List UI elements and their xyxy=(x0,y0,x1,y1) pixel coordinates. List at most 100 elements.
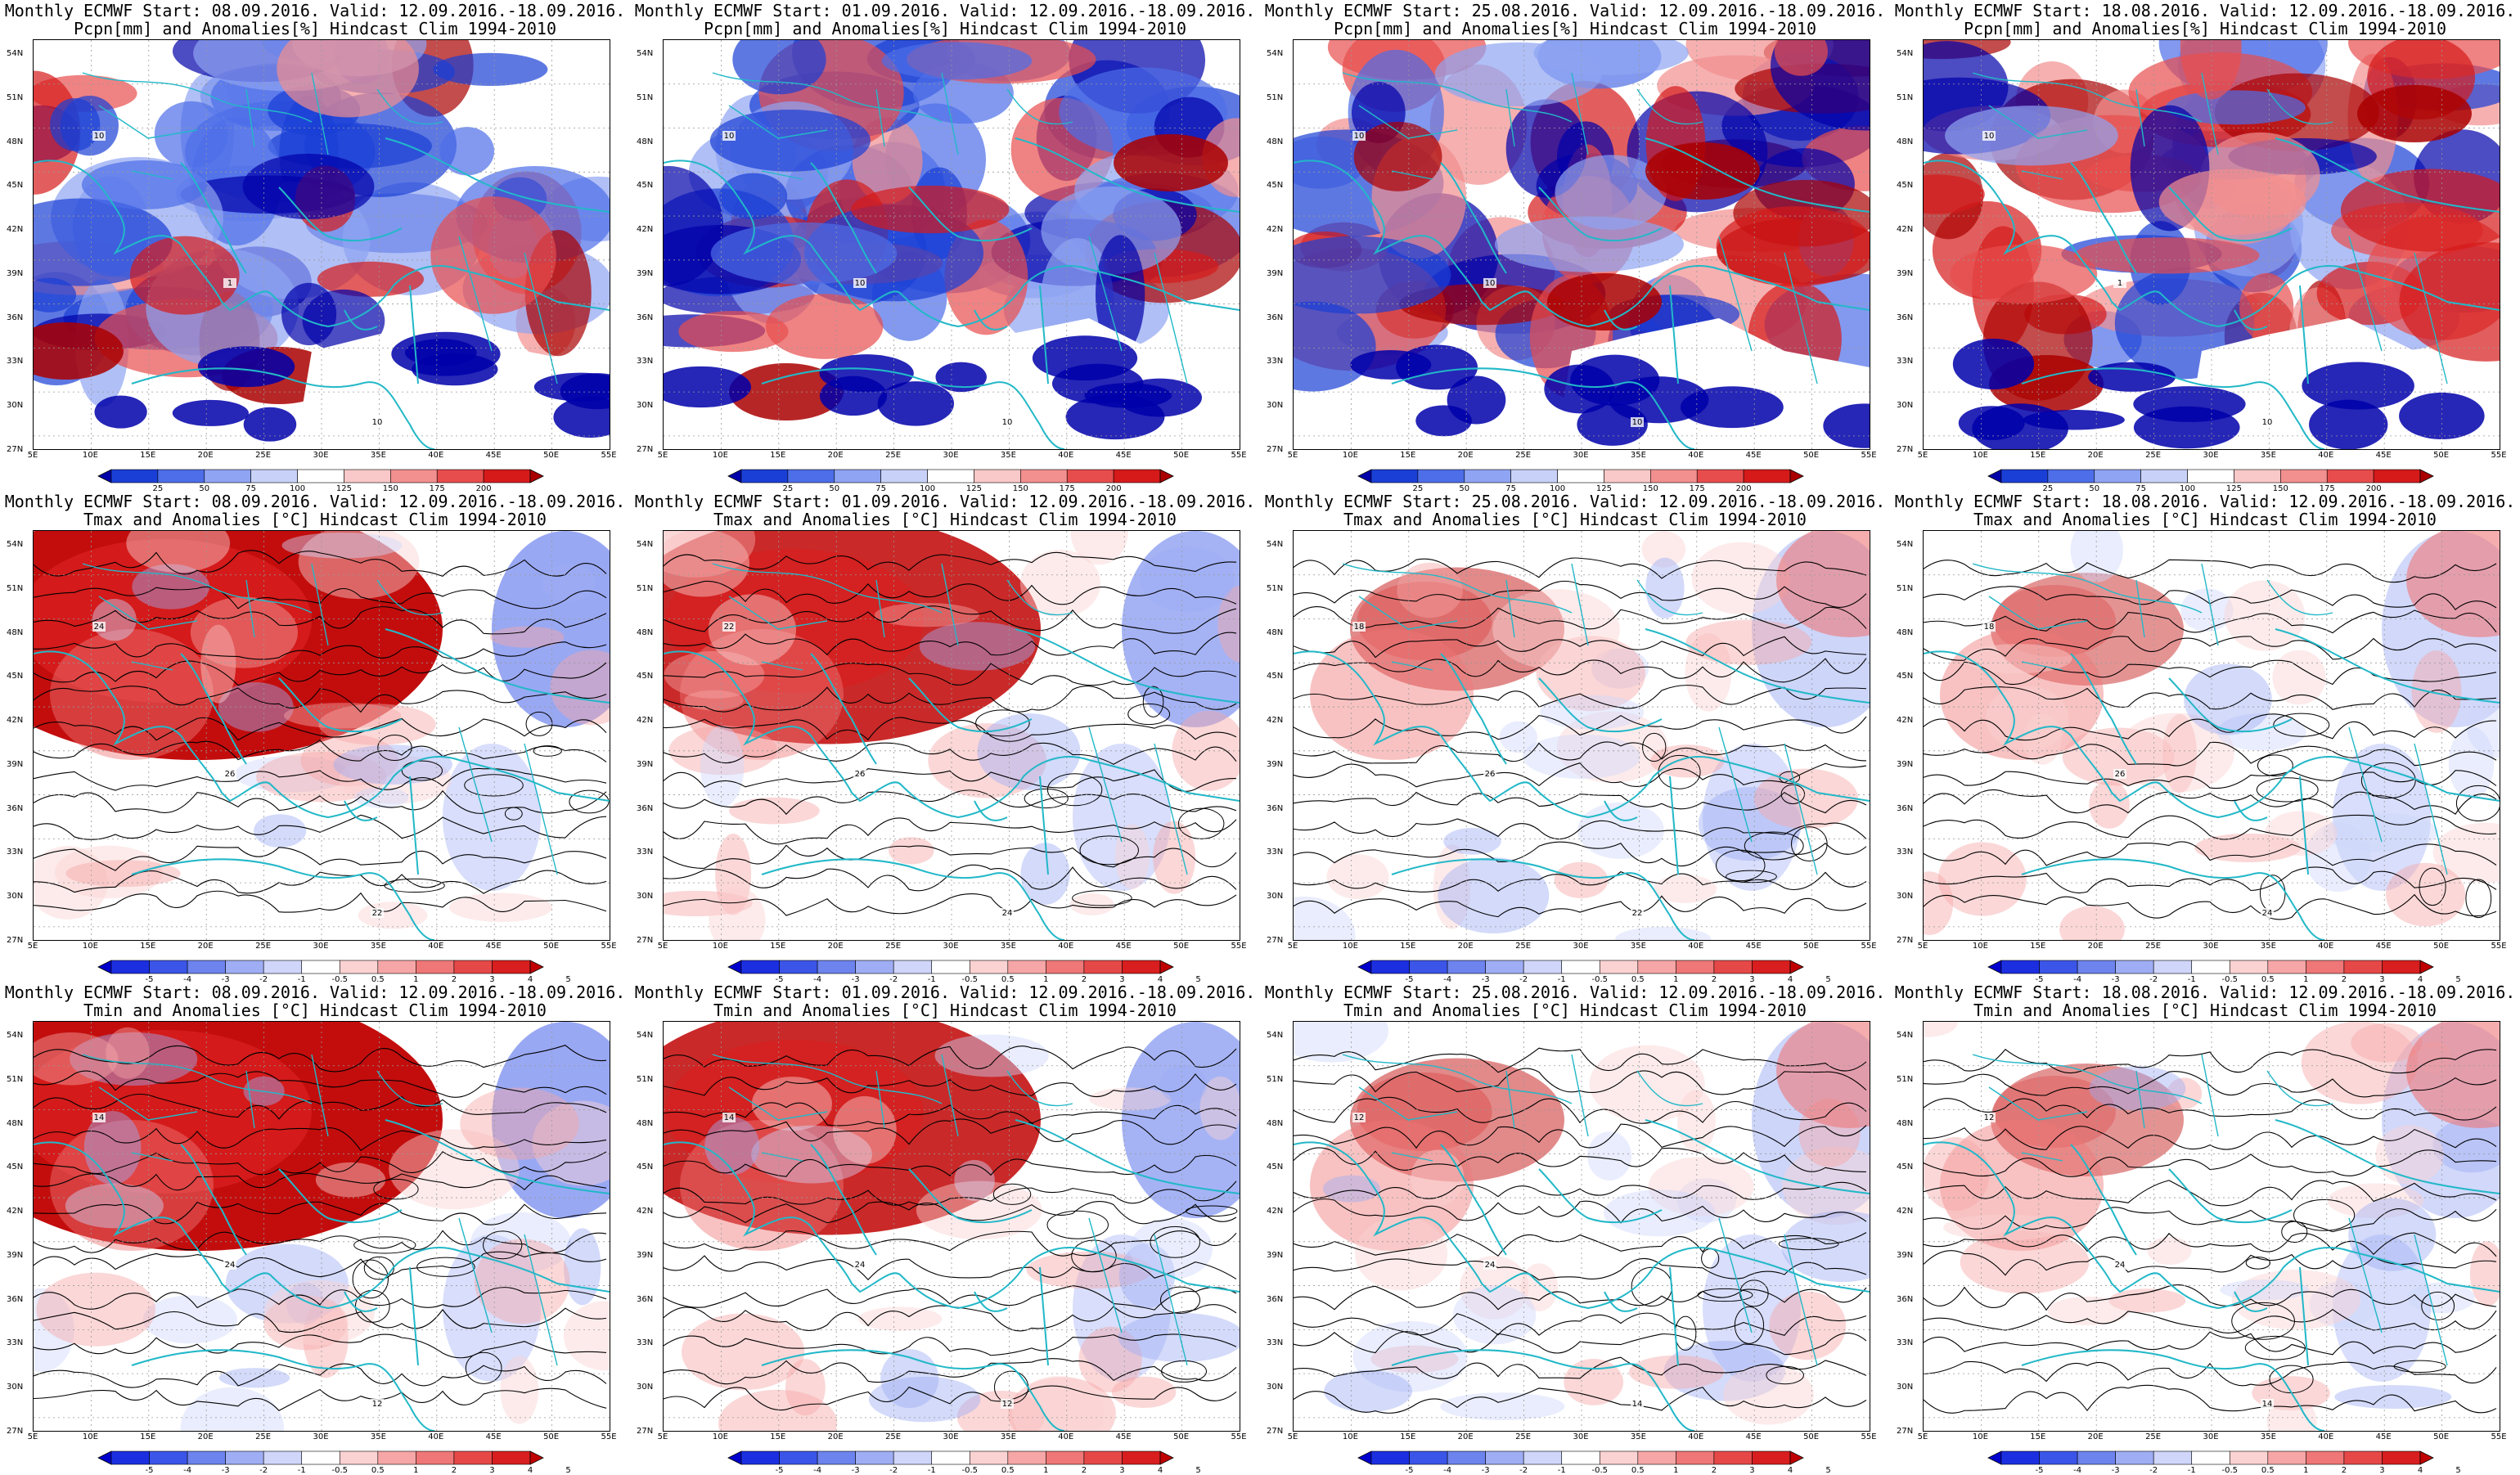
anomaly-area xyxy=(448,893,553,922)
contour-label: 14 xyxy=(724,1113,735,1122)
colorbar-tick-label: 3 xyxy=(1749,1466,1755,1475)
panel-title: Monthly ECMWF Start: 01.09.2016. Valid: … xyxy=(634,1,1256,20)
colorbar-tick-label: -1 xyxy=(927,1466,936,1475)
longitude-label: 10E xyxy=(712,1432,728,1441)
longitude-label: 30E xyxy=(1573,451,1589,460)
latitude-label: 30N xyxy=(1897,892,1914,902)
contour-label: 10 xyxy=(1354,132,1365,141)
colorbar-tick-label: 2 xyxy=(451,975,457,984)
longitude-label: 5E xyxy=(657,942,668,951)
warm-anomaly-area xyxy=(1993,1076,2116,1148)
warm-anomaly-area xyxy=(2406,531,2500,637)
precip-anomaly-area xyxy=(1544,364,1615,414)
map-plot: 10 10 1 xyxy=(1923,39,2500,450)
colorbar-tick-label: 2 xyxy=(2341,1466,2347,1475)
latitude-label: 42N xyxy=(1267,225,1284,235)
longitude-label: 20E xyxy=(827,942,844,951)
colorbar-tick-label: -2 xyxy=(259,1466,268,1475)
anomaly-area xyxy=(1443,828,1501,855)
colorbar-min-arrow xyxy=(727,1450,742,1465)
anomaly-area xyxy=(1440,1392,1565,1420)
colorbar-segment xyxy=(1007,960,1046,974)
longitude-label: 20E xyxy=(1457,1432,1474,1441)
colorbar-segment xyxy=(2229,1450,2269,1465)
anomaly-area xyxy=(1153,821,1196,894)
longitude-label: 40E xyxy=(428,1432,444,1441)
colorbar-tick-label: 175 xyxy=(1689,484,1705,493)
colorbar-tick-label: 5 xyxy=(1825,975,1831,984)
colorbar-segment xyxy=(492,1450,531,1465)
colorbar-tick-label: 1 xyxy=(1673,1466,1679,1475)
anomaly-area xyxy=(254,814,307,848)
latitude-label: 45N xyxy=(1267,181,1284,191)
colorbar-tick-label: 1 xyxy=(1043,975,1049,984)
colorbar-tick-label: 75 xyxy=(245,484,257,493)
anomaly-area xyxy=(70,1032,198,1086)
longitude-label: 30E xyxy=(943,1432,959,1441)
longitude-label: 25E xyxy=(885,451,902,460)
longitude-label: 5E xyxy=(1917,1432,1928,1441)
map-panel-p13: Monthly ECMWF Start: 18.08.2016. Valid: … xyxy=(1890,491,2520,984)
warm-anomaly-area xyxy=(1310,629,1474,760)
longitude-label: 20E xyxy=(827,451,844,460)
anomaly-area xyxy=(2059,906,2125,940)
contour-label: 26 xyxy=(2115,770,2126,779)
precip-anomaly-area xyxy=(1434,42,1602,107)
colorbar-tick-label: 200 xyxy=(1735,484,1752,493)
anomaly-area xyxy=(928,723,1046,798)
colorbar-tick-label: 0.5 xyxy=(1631,975,1645,984)
anomaly-area xyxy=(563,1301,610,1371)
panel-title: Monthly ECMWF Start: 18.08.2016. Valid: … xyxy=(1894,1,2516,20)
colorbar-max-arrow xyxy=(1789,469,1804,483)
anomaly-area xyxy=(916,1180,1042,1240)
latitude-label: 39N xyxy=(7,268,24,278)
precip-anomaly-area xyxy=(81,160,208,209)
colorbar-segment xyxy=(779,1450,818,1465)
contour-label: 24 xyxy=(2262,909,2273,918)
cold-anomaly-area xyxy=(2333,1234,2431,1382)
precip-anomaly-area xyxy=(243,407,297,442)
anomaly-area xyxy=(2272,650,2326,705)
colorbar-tick-label: 50 xyxy=(829,484,840,493)
colorbar-segment xyxy=(1447,1450,1486,1465)
latitude-label: 54N xyxy=(1897,1031,1914,1040)
colorbar-segment xyxy=(2306,960,2345,974)
anomaly-area xyxy=(2224,580,2306,651)
colorbar-tick-label: 5 xyxy=(1825,1466,1831,1475)
longitude-label: 5E xyxy=(1287,942,1298,951)
anomaly-area xyxy=(1536,636,1645,712)
colorbar-tick-label: 0.5 xyxy=(2261,975,2275,984)
colorbar-tick-label: -4 xyxy=(2073,1466,2082,1475)
latitude-label: 45N xyxy=(637,181,654,191)
map-panel-p21: Monthly ECMWF Start: 01.09.2016. Valid: … xyxy=(630,982,1260,1475)
colorbar-tick-label: -5 xyxy=(775,1466,784,1475)
anomaly-area xyxy=(2220,1279,2310,1301)
latitude-label: 27N xyxy=(1897,935,1914,945)
anomaly-area xyxy=(668,726,777,776)
map-plot: 10 10 10 xyxy=(663,39,1240,450)
anomaly-area xyxy=(1492,589,1620,670)
latitude-label: 42N xyxy=(7,716,24,726)
longitude-label: 50E xyxy=(1173,942,1190,951)
anomaly-area xyxy=(1753,768,1859,830)
panel-subtitle: Pcpn[mm] and Anomalies[%] Hindcast Clim … xyxy=(73,19,556,38)
anomaly-area xyxy=(664,890,753,917)
colorbar-segment xyxy=(2191,960,2230,974)
latitude-label: 39N xyxy=(637,268,654,278)
anomaly-area xyxy=(2231,1270,2361,1330)
colorbar-tick-label: -1 xyxy=(1557,1466,1566,1475)
longitude-label: 5E xyxy=(27,942,38,951)
contour-label: 22 xyxy=(1632,909,1643,918)
precip-anomaly-area xyxy=(439,127,495,176)
longitude-label: 15E xyxy=(2030,1432,2046,1441)
latitude-label: 30N xyxy=(637,892,654,902)
contour-label: 10 xyxy=(1632,418,1643,427)
anomaly-area xyxy=(708,594,797,666)
colorbar-tick-label: -3 xyxy=(2111,975,2120,984)
latitude-label: 51N xyxy=(7,583,24,593)
precip-anomaly-area xyxy=(1032,335,1138,381)
longitude-label: 15E xyxy=(770,942,786,951)
longitude-label: 40E xyxy=(2318,942,2334,951)
anomaly-area xyxy=(1460,1256,1529,1320)
colorbar-segment xyxy=(2140,469,2188,483)
